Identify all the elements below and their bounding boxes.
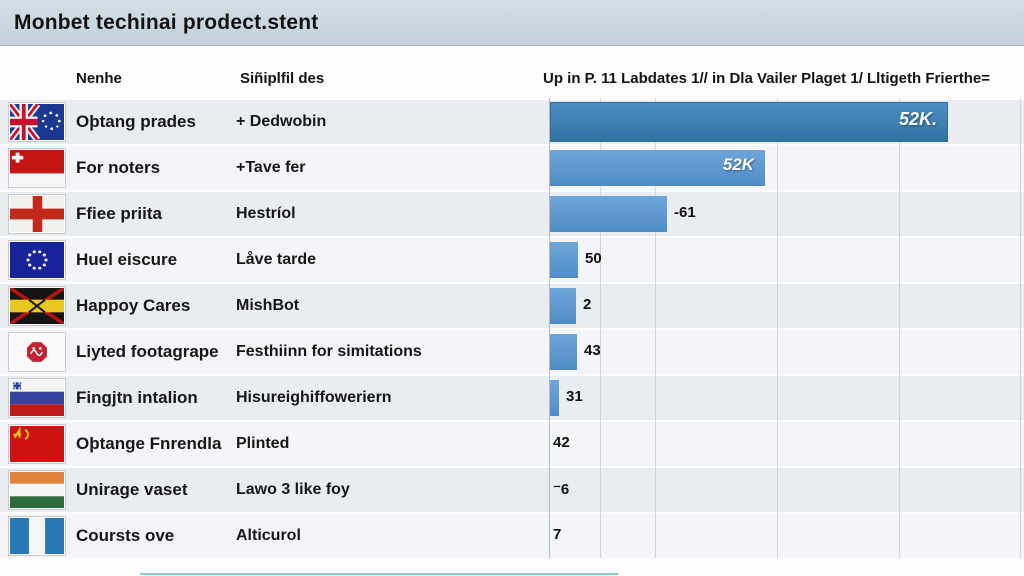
row-bar-cell: -61	[549, 192, 1024, 236]
row-desc: Låve tarde	[236, 251, 317, 268]
value-label: 2	[583, 296, 592, 313]
bottom-accent-line	[140, 573, 618, 575]
row-desc: Lawo 3 like foy	[236, 481, 350, 498]
value-label: -61	[674, 204, 696, 221]
value-label: 31	[566, 388, 583, 405]
row-desc: +Tave fer	[236, 159, 306, 176]
row-name: Unirage vaset	[76, 480, 188, 499]
row-desc: + Dedwobin	[236, 113, 327, 130]
title-bar: Monbet techinai prodect.stent	[0, 0, 1024, 46]
flag-india-tricolor-icon	[8, 470, 66, 510]
value-bar	[550, 242, 578, 278]
flag-blue-white-vertical-icon	[8, 516, 66, 556]
flag-cell	[0, 424, 72, 464]
value-bar	[550, 288, 576, 324]
row-name: For noters	[76, 158, 161, 177]
value-label: 52K	[722, 155, 754, 174]
value-bar	[550, 150, 765, 186]
row-desc: Plinted	[236, 435, 290, 452]
flag-red-white-cross-icon	[8, 148, 66, 188]
row-name: Fingjtn intalion	[76, 388, 198, 407]
table-row[interactable]: Huel eiscure Låve tarde 50	[0, 238, 1024, 282]
row-bar-cell: 7	[549, 514, 1024, 558]
table-row[interactable]: Fingjtn intalion Hisureighiffoweriern 31	[0, 376, 1024, 420]
column-header-desc: Siñiplfil des	[240, 70, 325, 87]
row-name: Huel eiscure	[76, 250, 178, 269]
flag-cell	[0, 102, 72, 142]
flag-cell	[0, 470, 72, 510]
row-bar-cell: 52K.	[549, 100, 1024, 144]
row-name: Oþtang prades	[76, 112, 196, 131]
table-row[interactable]: Ffiee priita Hestríol -61	[0, 192, 1024, 236]
table-header: Nenhe Siñiplfil des Up in P. 11 Labdates…	[0, 70, 1024, 96]
table-row[interactable]: Unirage vaset Lawo 3 like foy ⁻6	[0, 468, 1024, 512]
row-name: Liyted footagrape	[76, 342, 219, 361]
table-row[interactable]: For noters +Tave fer 52K	[0, 146, 1024, 190]
row-bar-cell: 2	[549, 284, 1024, 328]
value-bar	[550, 196, 667, 232]
column-header-name: Nenhe	[76, 70, 122, 87]
row-desc: Hestríol	[236, 205, 296, 222]
flag-union-jack-stars-icon	[8, 102, 66, 142]
row-name: Oþtange Fnrendla	[76, 434, 222, 453]
table-row[interactable]: Coursts ove Alticurol 7	[0, 514, 1024, 558]
value-bar	[550, 102, 948, 142]
value-label: 52K.	[898, 109, 937, 129]
table-row[interactable]: Liyted footagrape Festhiinn for simitati…	[0, 330, 1024, 374]
value-label: 7	[553, 526, 562, 543]
flag-cell	[0, 286, 72, 326]
row-desc: Festhiinn for simitations	[236, 343, 422, 360]
value-label: ⁻6	[553, 481, 570, 498]
flag-soviet-red-icon	[8, 424, 66, 464]
row-desc: Hisureighiffoweriern	[236, 389, 392, 406]
row-desc: Alticurol	[236, 527, 301, 544]
flag-cell	[0, 332, 72, 372]
row-bar-cell: 43	[549, 330, 1024, 374]
flag-black-yellow-diagonals-icon	[8, 286, 66, 326]
table-row[interactable]: Happoy Cares MishBot 2	[0, 284, 1024, 328]
value-label: 43	[584, 342, 601, 359]
flag-cell	[0, 194, 72, 234]
flag-cell	[0, 148, 72, 188]
row-bar-cell: ⁻6	[549, 468, 1024, 512]
row-name: Coursts ove	[76, 526, 175, 545]
row-bar-cell: 31	[549, 376, 1024, 420]
flag-cell	[0, 378, 72, 418]
row-bar-cell: 52K	[549, 146, 1024, 190]
flag-red-badge-icon	[8, 332, 66, 372]
table-row[interactable]: Oþtange Fnrendla Plinted 42	[0, 422, 1024, 466]
value-bar	[550, 380, 559, 416]
flag-russia-tricolor-icon	[8, 378, 66, 418]
row-desc: MishBot	[236, 297, 300, 314]
value-label: 50	[585, 250, 602, 267]
table-body: Oþtang prades + Dedwobin 52K. For noters…	[0, 100, 1024, 560]
column-header-values: Up in P. 11 Labdates 1// in Dla Vailer P…	[543, 70, 990, 87]
row-name: Happoy Cares	[76, 296, 191, 315]
flag-eu-stars-icon	[8, 240, 66, 280]
row-bar-cell: 42	[549, 422, 1024, 466]
value-label: 42	[553, 434, 570, 451]
page-title: Monbet techinai prodect.stent	[14, 10, 319, 34]
value-bar	[550, 334, 577, 370]
flag-cell	[0, 516, 72, 556]
flag-england-cross-icon	[8, 194, 66, 234]
table-row[interactable]: Oþtang prades + Dedwobin 52K.	[0, 100, 1024, 144]
row-bar-cell: 50	[549, 238, 1024, 282]
row-name: Ffiee priita	[76, 204, 162, 223]
flag-cell	[0, 240, 72, 280]
